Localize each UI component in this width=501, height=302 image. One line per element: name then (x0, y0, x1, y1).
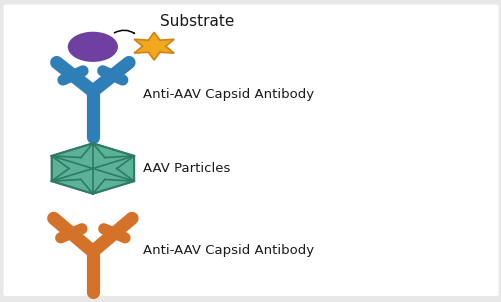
Polygon shape (134, 32, 174, 60)
Circle shape (68, 32, 118, 62)
FancyArrowPatch shape (114, 30, 134, 34)
Text: Anti-AAV Capsid Antibody: Anti-AAV Capsid Antibody (143, 88, 314, 101)
Text: Anti-AAV Capsid Antibody: Anti-AAV Capsid Antibody (143, 243, 314, 257)
Text: AAV Particles: AAV Particles (143, 162, 230, 175)
Polygon shape (52, 143, 134, 194)
Text: Substrate: Substrate (159, 14, 233, 29)
